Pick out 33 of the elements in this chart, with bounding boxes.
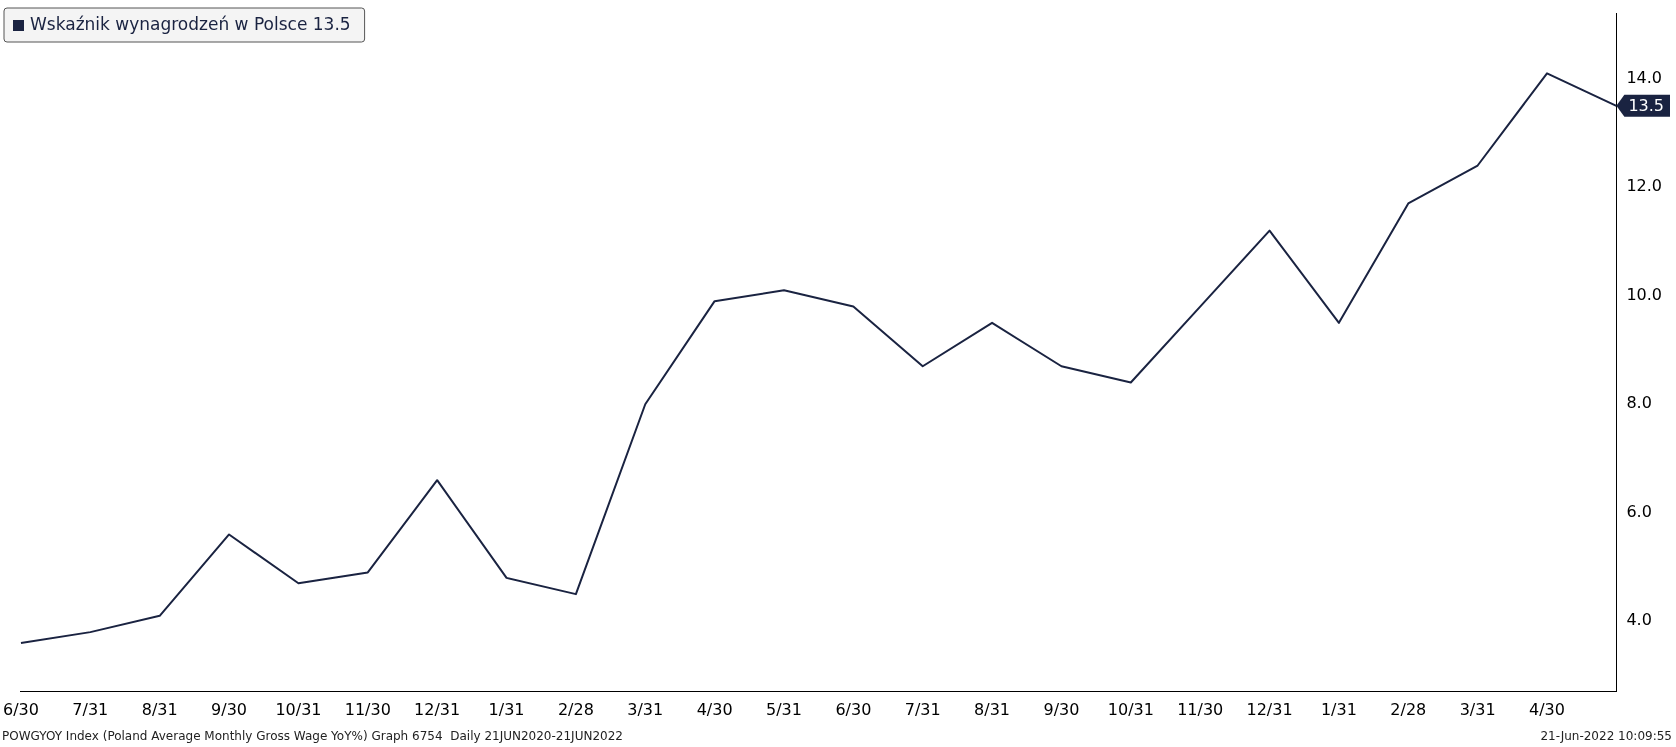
x-tick-label: 6/30	[3, 699, 39, 719]
x-tick-label: 9/30	[211, 699, 248, 719]
x-tick-label: 11/30	[344, 699, 391, 719]
x-tick-label: 12/31	[414, 699, 461, 719]
x-tick-label: 3/31	[1459, 699, 1496, 719]
x-tick-label: 5/31	[766, 699, 802, 719]
x-tick-label: 8/31	[141, 699, 178, 719]
text: 21-Jun-2022 10:09:55	[1540, 729, 1672, 744]
x-tick-label: 4/30	[1529, 699, 1565, 719]
x-tick-label: 7/31	[72, 699, 109, 719]
legend-label: Wskaźnik wynagrodzeń w Polsce 13.5	[30, 14, 351, 35]
x-tick-label: 2/28	[1390, 699, 1427, 719]
x-tick-label: 6/30	[835, 699, 872, 719]
text: POWGYOY Index (Poland Average Monthly Gross Wage YoY%) Graph 6754 Daily 21JUN2020-21JUN2022	[2, 729, 623, 744]
x-tick-label: 4/30	[696, 699, 733, 719]
x-tick-label: 10/31	[1107, 699, 1154, 719]
x-tick-label: 8/31	[974, 699, 1011, 719]
x-tick-label: 2/28	[557, 699, 594, 719]
data-label: 13.5	[1628, 95, 1664, 115]
y-tick-label: 6.0	[1626, 501, 1652, 521]
y-tick-label: 14.0	[1626, 67, 1662, 87]
x-tick-label: 10/31	[275, 699, 322, 719]
y-tick-label: 4.0	[1626, 610, 1652, 630]
x-tick-label: 9/30	[1043, 699, 1080, 719]
x-tick-label: 1/31	[488, 699, 525, 719]
x-tick-label: 7/31	[904, 699, 941, 719]
x-tick-label: 3/31	[627, 699, 664, 719]
y-tick-label: 8.0	[1626, 393, 1652, 413]
x-tick-label: 1/31	[1320, 699, 1357, 719]
x-tick-label: 12/31	[1246, 699, 1293, 719]
x-tick-label: 11/30	[1177, 699, 1224, 719]
y-tick-label: 10.0	[1626, 284, 1662, 304]
y-tick-label: 12.0	[1626, 176, 1662, 196]
